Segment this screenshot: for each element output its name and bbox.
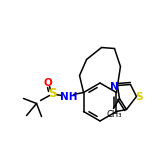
Text: O: O xyxy=(43,78,52,88)
Text: S: S xyxy=(48,87,57,100)
Text: S: S xyxy=(136,93,143,102)
Text: N: N xyxy=(110,81,119,92)
Text: NH: NH xyxy=(60,92,77,102)
Text: CH₃: CH₃ xyxy=(107,110,122,119)
